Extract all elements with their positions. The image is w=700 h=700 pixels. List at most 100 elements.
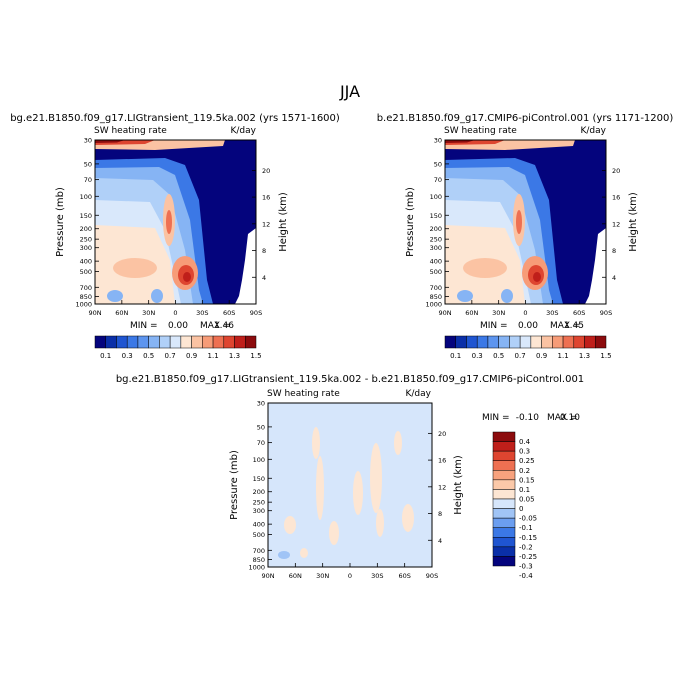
height-tick-label: 20 xyxy=(612,167,620,175)
panel-2-ylabel: Pressure (mb) xyxy=(405,187,416,257)
y-tick-label: 100 xyxy=(430,193,442,201)
colorbar-label: 0.15 xyxy=(519,476,535,484)
colorbar-swatch xyxy=(492,470,516,481)
contour-patch xyxy=(151,289,163,303)
colorbar-swatch xyxy=(562,335,575,349)
missing-data-region xyxy=(585,228,606,304)
panel-3-max-label: MAX = xyxy=(547,413,578,423)
colorbar-swatch xyxy=(492,556,516,567)
colorbar-label: 0 xyxy=(519,505,523,513)
colorbar-label: 1.1 xyxy=(558,352,569,360)
colorbar-swatch xyxy=(492,431,516,442)
x-tick-label: 30S xyxy=(371,572,383,580)
height-tick-label: 12 xyxy=(612,220,620,228)
y-tick-label: 300 xyxy=(80,244,92,252)
colorbar-label: 1.5 xyxy=(250,352,261,360)
colorbar-label: 0.05 xyxy=(519,496,535,504)
x-tick-label: 90S xyxy=(426,572,438,580)
contour-patch xyxy=(376,509,384,537)
contour-patch xyxy=(516,210,522,234)
colorbar-swatch xyxy=(541,335,553,349)
x-tick-label: 0 xyxy=(348,572,352,580)
colorbar-swatch xyxy=(212,335,225,349)
contour-patch xyxy=(284,516,296,534)
colorbar-label: 0.7 xyxy=(515,352,526,360)
panel-3-ylabel: Pressure (mb) xyxy=(229,450,240,520)
colorbar-swatch xyxy=(234,335,246,349)
panel-1-max-value: 1.46 xyxy=(214,321,234,331)
x-tick-label: 30S xyxy=(196,309,208,317)
contour-patch xyxy=(533,272,541,282)
y-tick-label: 200 xyxy=(80,225,92,233)
contour-patch xyxy=(329,521,339,545)
panel-3-min-value: -0.10 xyxy=(516,413,540,423)
height-tick-label: 8 xyxy=(262,247,266,255)
colorbar-swatch xyxy=(492,479,516,490)
panel-1-ylabel: Pressure (mb) xyxy=(55,187,66,257)
y-tick-label: 30 xyxy=(257,400,265,408)
colorbar-swatch xyxy=(584,335,596,349)
colorbar-swatch xyxy=(492,460,516,471)
x-tick-label: 0 xyxy=(173,309,177,317)
colorbar-swatch xyxy=(148,335,160,349)
colorbar-label: -0.05 xyxy=(519,515,537,523)
contour-patch xyxy=(312,427,320,459)
x-tick-label: 90S xyxy=(600,309,612,317)
panel-3-units: K/day xyxy=(406,389,432,399)
contour-patch xyxy=(394,431,402,455)
panel-2: b.e21.B1850.f09_g17.CMIP6-piControl.001 … xyxy=(377,113,674,360)
panel-3-plot: 100085070050040030025020015010070503090N… xyxy=(248,400,446,581)
colorbar-label: 0.9 xyxy=(186,352,197,360)
y-tick-label: 30 xyxy=(434,137,442,145)
panel-3-max-value: 0.10 xyxy=(560,413,580,423)
panel-3-min-label: MIN = xyxy=(482,413,510,423)
y-tick-label: 400 xyxy=(430,258,442,266)
contour-patch xyxy=(183,272,191,282)
panel-2-ylabel-right: Height (km) xyxy=(628,192,639,252)
colorbar-swatch xyxy=(492,508,516,519)
colorbar-swatch xyxy=(94,335,106,349)
x-tick-label: 60N xyxy=(115,309,128,317)
y-tick-label: 50 xyxy=(434,160,442,168)
panel-3-ylabel-right: Height (km) xyxy=(453,455,464,515)
panel-1-plot: 100085070050040030025020015010070503090N… xyxy=(75,137,270,318)
panel-1-variable: SW heating rate xyxy=(94,126,167,136)
contour-patch xyxy=(278,551,290,559)
colorbar-swatch xyxy=(245,335,257,349)
panel-1-max-label: MAX = xyxy=(200,321,231,331)
x-tick-label: 30S xyxy=(546,309,558,317)
colorbar-label: 0.4 xyxy=(519,438,531,446)
contour-patch xyxy=(501,289,513,303)
panel-1-min-value: 0.00 xyxy=(168,321,188,331)
y-tick-label: 400 xyxy=(253,521,265,529)
y-tick-label: 250 xyxy=(430,236,442,244)
colorbar-swatch xyxy=(105,335,117,349)
contour-patch xyxy=(463,258,507,278)
colorbar-label: -0.1 xyxy=(519,524,533,532)
colorbar-swatch xyxy=(595,335,607,349)
y-tick-label: 50 xyxy=(84,160,92,168)
contour-patch xyxy=(113,258,157,278)
missing-data-region xyxy=(235,228,256,304)
y-tick-label: 300 xyxy=(430,244,442,252)
x-tick-label: 30N xyxy=(142,309,155,317)
y-tick-label: 200 xyxy=(253,488,265,496)
x-tick-label: 90N xyxy=(438,309,451,317)
colorbar-label: 1.5 xyxy=(600,352,611,360)
colorbar-label: 0.1 xyxy=(100,352,111,360)
y-tick-label: 1000 xyxy=(75,301,92,309)
colorbar-swatch xyxy=(498,335,510,349)
panel-1-colorbar: 0.1 0.3 0.5 0.7 0.9 1.1 1.3 1.5 xyxy=(94,335,262,360)
y-tick-label: 400 xyxy=(80,258,92,266)
panel-2-title: b.e21.B1850.f09_g17.CMIP6-piControl.001 … xyxy=(377,113,674,124)
panel-3-colorbar: 0.40.30.250.20.150.10.050-0.05-0.1-0.15-… xyxy=(492,431,537,580)
colorbar-swatch xyxy=(509,335,521,349)
y-tick-label: 250 xyxy=(80,236,92,244)
x-tick-label: 30N xyxy=(492,309,505,317)
panel-2-plot: 100085070050040030025020015010070503090N… xyxy=(425,137,620,318)
x-tick-label: 60S xyxy=(223,309,235,317)
colorbar-label: 0.2 xyxy=(519,467,530,475)
y-tick-label: 850 xyxy=(253,556,265,564)
x-tick-label: 60S xyxy=(398,572,410,580)
